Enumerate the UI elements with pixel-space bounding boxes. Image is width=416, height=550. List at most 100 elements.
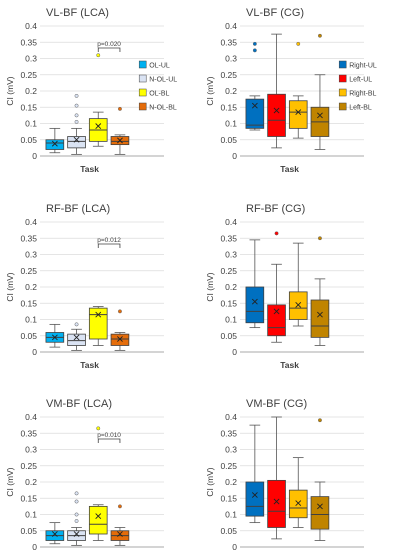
outlier-point: [74, 512, 79, 517]
box-Left-UL: [267, 416, 286, 540]
y-tick-label: 0.15: [20, 493, 37, 503]
y-tick-label: 0.4: [25, 217, 37, 227]
legend-swatch: [138, 74, 147, 83]
y-tick-label: 0.3: [225, 250, 237, 260]
box-N-OL-UL: [67, 491, 86, 546]
y-tick-label: 0.3: [25, 445, 37, 455]
mean-marker: [95, 513, 102, 520]
box-OL-UL: [45, 522, 65, 545]
box-rect: [45, 139, 65, 150]
legend-swatch: [338, 60, 347, 69]
mean-marker: [273, 107, 280, 114]
outlier-point: [74, 103, 79, 108]
legend-label: OL-BL: [149, 91, 169, 98]
outlier-point: [318, 33, 322, 38]
outlier-point: [74, 499, 79, 504]
outlier-point: [96, 426, 101, 431]
y-tick-label: 0.1: [25, 119, 37, 129]
box-Left-BL: [310, 236, 330, 346]
chart-title: VM-BF (CG): [246, 398, 307, 410]
mean-marker: [273, 308, 280, 315]
mean-marker: [295, 109, 302, 116]
box-Right-UL: [245, 41, 265, 131]
mean-marker: [251, 298, 258, 305]
box-Left-UL: [267, 33, 286, 149]
outlier-point: [118, 106, 122, 111]
box-OL-BL: [88, 306, 108, 346]
y-tick-label: 0: [32, 542, 37, 550]
significance-bracket: [97, 47, 121, 52]
box-rect: [88, 505, 108, 535]
box-Right-UL: [245, 239, 265, 329]
y-tick-label: 0.35: [20, 37, 37, 47]
box-Right-BL: [288, 41, 308, 139]
significance-bracket: [97, 438, 121, 443]
y-tick-label: 0.05: [220, 331, 237, 341]
box-N-OL-UL: [67, 93, 86, 155]
y-axis-label: CI (mV): [205, 76, 215, 105]
chart-panel-1: VL-BF (LCA) 0 0.05 0.1 0.15 0.2 0.25 0.3 0.35 0.4…: [5, 7, 177, 174]
box-rect: [245, 286, 265, 324]
y-tick-label: 0.2: [225, 477, 237, 487]
significance-label: p=0.010: [97, 432, 121, 439]
legend-swatch: [338, 88, 347, 97]
y-tick-label: 0.35: [20, 428, 37, 438]
y-tick-label: 0.25: [220, 461, 237, 471]
y-axis-label: CI (mV): [205, 272, 215, 301]
mean-marker: [295, 500, 302, 507]
x-axis-label: Task: [280, 164, 299, 174]
outlier-point: [252, 48, 257, 53]
box-rect: [245, 481, 265, 517]
mean-marker: [95, 123, 102, 130]
mean-marker: [73, 334, 80, 341]
box-rect: [267, 304, 286, 337]
significance-label: p=0.012: [97, 237, 121, 244]
box-rect: [288, 489, 308, 519]
box-Left-BL: [310, 418, 330, 541]
y-tick-label: 0.15: [220, 298, 237, 308]
y-tick-label: 0.35: [220, 428, 237, 438]
box-OL-UL: [45, 127, 65, 154]
y-tick-label: 0.15: [20, 298, 37, 308]
mean-marker: [95, 311, 102, 318]
chart-panel-5: VM-BF (LCA) 0 0.05 0.1 0.15 0.2 0.25 0.3 0.35 0.4…: [5, 398, 164, 550]
y-tick-label: 0.05: [220, 135, 237, 145]
box-Right-UL: [245, 424, 265, 524]
y-tick-label: 0: [232, 347, 237, 357]
box-N-OL-BL: [110, 504, 130, 546]
mean-marker: [73, 531, 80, 537]
mean-marker: [117, 531, 123, 537]
y-tick-label: 0.35: [220, 37, 237, 47]
y-tick-label: 0.25: [20, 70, 37, 80]
box-Left-UL: [267, 231, 286, 343]
y-tick-label: 0.3: [25, 250, 37, 260]
y-axis-label: CI (mV): [205, 467, 215, 496]
significance-bracket: [97, 243, 121, 248]
y-tick-label: 0.25: [20, 461, 37, 471]
y-tick-label: 0.4: [25, 21, 37, 31]
chart-panel-4: RF-BF (CG) 0 0.05 0.1 0.15 0.2 0.25 0.3 0.35 0.4 C…: [205, 203, 364, 370]
y-tick-label: 0.1: [225, 315, 237, 325]
outlier-point: [274, 231, 279, 236]
box-rect: [310, 496, 330, 530]
significance-label: p=0.020: [97, 41, 121, 48]
y-tick-label: 0: [32, 151, 37, 161]
chart-panel-6: VM-BF (CG) 0 0.05 0.1 0.15 0.2 0.25 0.3 0.35 0.4 C…: [205, 398, 364, 550]
mean-marker: [51, 531, 58, 537]
box-N-OL-BL: [110, 106, 130, 155]
legend-label: OL-UL: [149, 63, 170, 70]
y-tick-label: 0: [32, 347, 37, 357]
box-Right-BL: [288, 457, 308, 528]
legend-label: N-OL-UL: [149, 77, 177, 84]
chart-title: RF-BF (LCA): [46, 203, 110, 215]
y-tick-label: 0.2: [225, 86, 237, 96]
legend-label: Right-UL: [349, 63, 377, 70]
box-rect: [310, 299, 330, 338]
y-tick-label: 0.1: [225, 510, 237, 520]
x-axis-label: Task: [280, 360, 299, 370]
mean-marker: [73, 136, 80, 143]
box-rect: [67, 333, 86, 346]
y-tick-label: 0.25: [20, 266, 37, 276]
box-rect: [267, 479, 286, 528]
box-OL-BL: [88, 53, 108, 147]
